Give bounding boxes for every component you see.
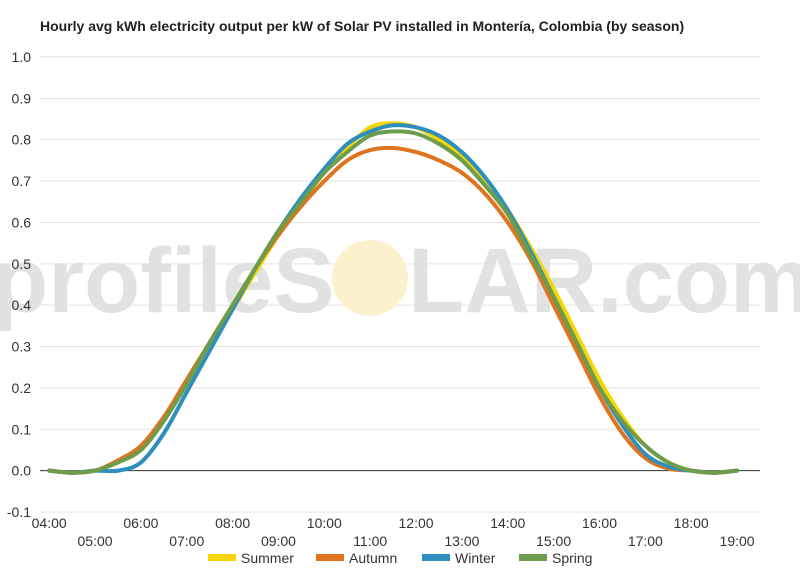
series-line-autumn <box>47 145 740 475</box>
y-tick-label: 0.5 <box>12 256 32 272</box>
x-tick-label: 08:00 <box>215 515 250 531</box>
y-tick-label: 0.6 <box>12 214 32 230</box>
legend-label-spring: Spring <box>552 550 592 566</box>
y-tick-label: 0.7 <box>12 173 32 189</box>
x-tick-label: 11:00 <box>353 533 387 549</box>
x-tick-label: 15:00 <box>536 533 571 549</box>
watermark-left-text: profileS <box>0 230 334 332</box>
x-tick-label: 10:00 <box>307 515 342 531</box>
y-tick-label: -0.1 <box>7 504 31 520</box>
y-tick-label: 0.3 <box>12 339 32 355</box>
y-tick-label: 1.0 <box>12 49 32 65</box>
legend-swatch-spring <box>519 554 547 561</box>
y-tick-label: 0.4 <box>12 297 32 313</box>
series-line-spring <box>47 129 740 475</box>
legend-label-autumn: Autumn <box>349 550 397 566</box>
y-axis-ticks: 1.0 0.9 0.8 0.7 0.6 0.5 0.4 0.3 0.2 0.1 0.0 -0.1 <box>7 49 31 520</box>
series-lines <box>47 121 740 475</box>
x-tick-label: 18:00 <box>674 515 709 531</box>
y-tick-label: 0.9 <box>12 90 32 106</box>
x-tick-label: 13:00 <box>444 533 479 549</box>
x-tick-label: 07:00 <box>169 533 204 549</box>
watermark: profileS LAR.com <box>0 230 800 332</box>
x-tick-label: 14:00 <box>490 515 525 531</box>
x-tick-label: 06:00 <box>123 515 158 531</box>
x-axis-ticks: 04:00 06:00 08:00 10:00 12:00 14:00 16:00 18:00… <box>32 515 755 549</box>
watermark-right-text: LAR.com <box>408 230 800 332</box>
x-tick-label: 17:00 <box>628 533 663 549</box>
legend: Summer Autumn Winter Spring <box>208 550 592 566</box>
x-tick-label: 09:00 <box>261 533 296 549</box>
series-line-winter <box>47 123 740 475</box>
y-tick-label: 0.8 <box>12 132 32 148</box>
y-tick-label: 0.2 <box>12 380 32 396</box>
y-tick-label: 0.0 <box>12 463 32 479</box>
grid-lines <box>40 56 760 513</box>
x-tick-label: 04:00 <box>32 515 67 531</box>
x-tick-label: 19:00 <box>720 533 755 549</box>
x-tick-label: 12:00 <box>399 515 434 531</box>
chart-title: Hourly avg kWh electricity output per kW… <box>40 18 685 34</box>
legend-swatch-winter <box>422 554 450 561</box>
legend-label-summer: Summer <box>241 550 294 566</box>
legend-label-winter: Winter <box>455 550 496 566</box>
watermark-sun-icon <box>332 240 408 316</box>
legend-swatch-summer <box>208 554 236 561</box>
legend-swatch-autumn <box>316 554 344 561</box>
x-tick-label: 05:00 <box>78 533 113 549</box>
y-tick-label: 0.1 <box>12 421 32 437</box>
x-tick-label: 16:00 <box>582 515 617 531</box>
